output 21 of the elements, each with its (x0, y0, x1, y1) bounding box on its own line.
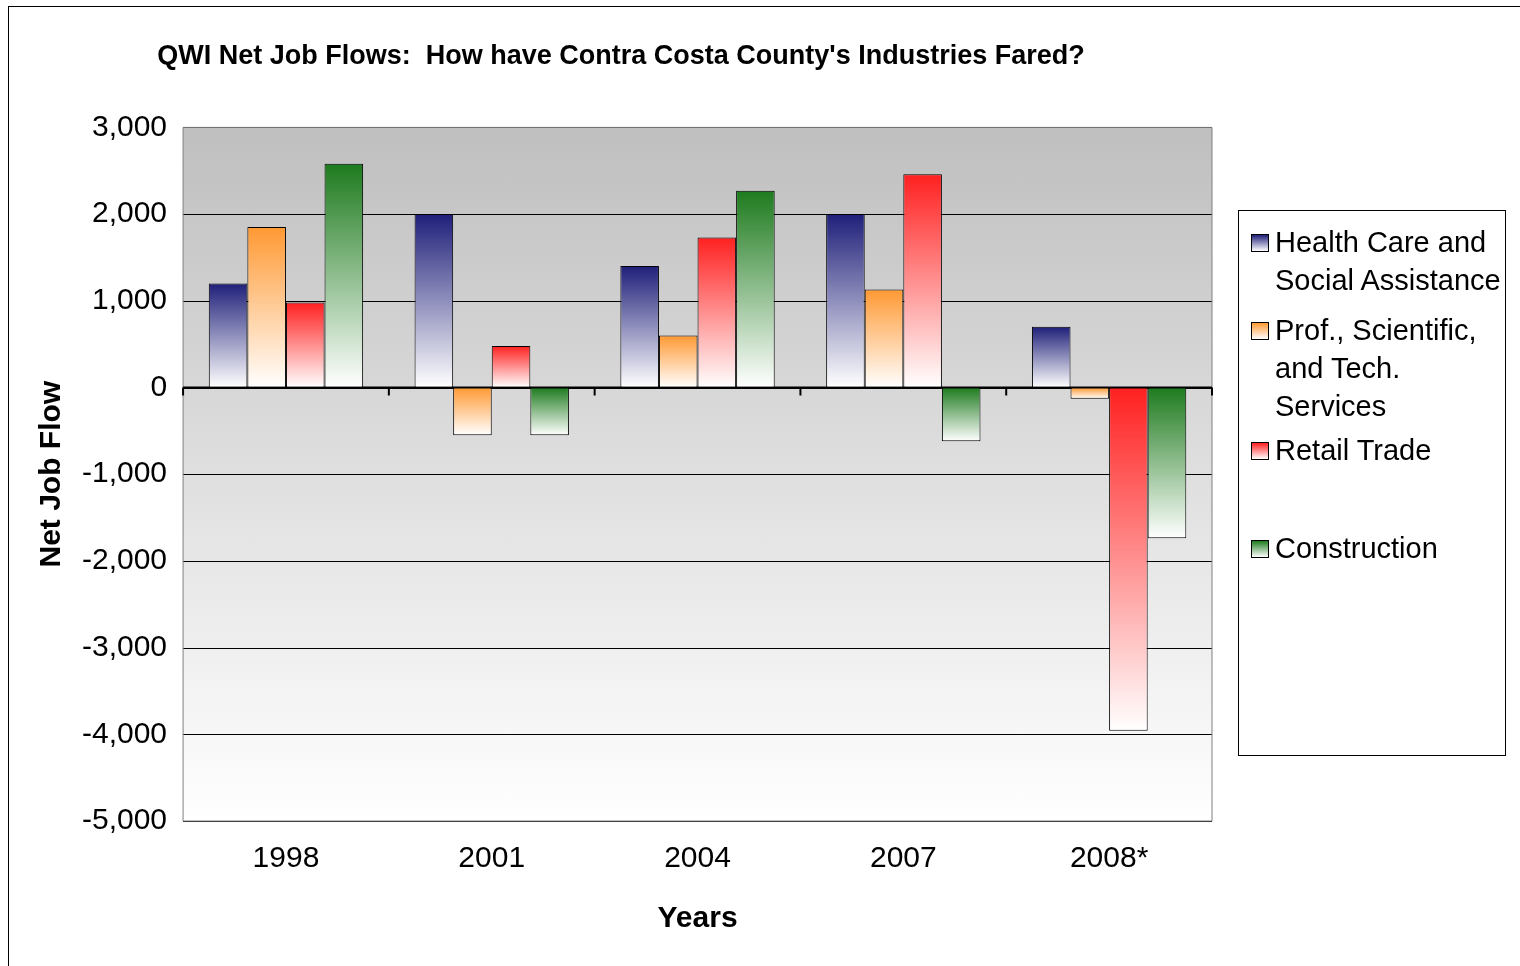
legend-label: Retail Trade (1275, 433, 1432, 468)
y-tick-label: 0 (150, 368, 168, 402)
x-tick-label: 2001 (458, 840, 526, 874)
chart-title: QWI Net Job Flows: How have Contra Costa County's Industries Fared? (157, 39, 1085, 70)
y-tick-label: 2,000 (91, 195, 168, 229)
x-tick-label: 2007 (869, 840, 937, 874)
y-tick-label: -2,000 (81, 542, 168, 576)
x-tick-label: 2004 (664, 840, 731, 874)
y-tick-label: -3,000 (81, 628, 168, 662)
y-tick-label: -1,000 (81, 455, 168, 489)
x-tick-label: 2008* (1069, 840, 1149, 874)
legend-label: Prof., Scientific, and Tech. Services (1275, 313, 1478, 424)
y-tick-label: 1,000 (91, 282, 168, 316)
y-tick-label: -4,000 (81, 715, 168, 749)
y-axis-title: Net Job Flow (33, 380, 67, 568)
legend-label: Construction (1275, 531, 1438, 566)
y-tick-label: -5,000 (81, 802, 168, 836)
y-tick-label: 3,000 (91, 108, 168, 142)
x-tick-label: 1998 (252, 840, 320, 874)
x-axis-title: Years (657, 900, 738, 934)
legend-label: Health Care and Social Assistance (1275, 225, 1501, 298)
